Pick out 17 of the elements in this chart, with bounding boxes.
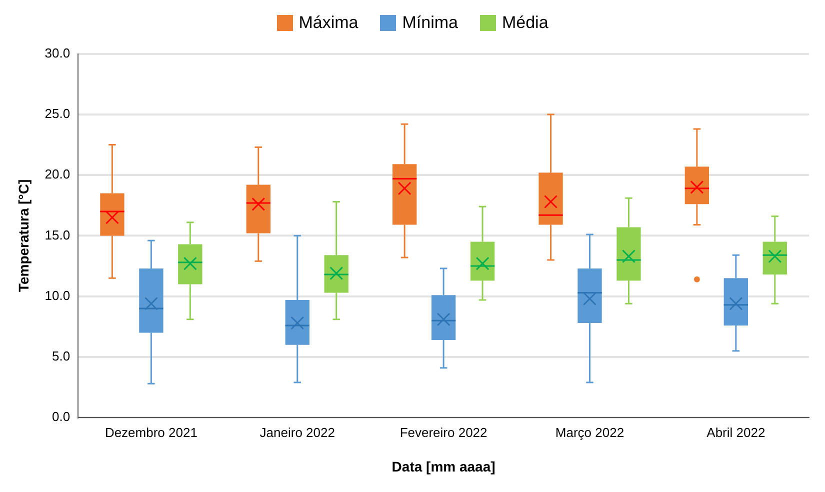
x-axis-title: Data [mm aaaa]: [392, 458, 496, 474]
y-tick-label: 15.0: [44, 227, 70, 242]
y-tick-label: 5.0: [52, 348, 70, 364]
y-tick-label: 30.0: [44, 45, 70, 60]
y-axis-title: Temperatura [°C]: [15, 179, 32, 292]
y-tick-label: 0.0: [52, 409, 70, 424]
y-tick-label: 20.0: [44, 166, 70, 182]
x-tick-label: Março 2022: [555, 424, 624, 440]
y-tick-label: 10.0: [44, 288, 70, 303]
x-tick-label: Abril 2022: [706, 424, 766, 440]
x-tick-label: Janeiro 2022: [260, 424, 335, 440]
x-tick-label: Fevereiro 2022: [400, 424, 488, 440]
y-tick-label: 25.0: [44, 106, 70, 122]
legend-label: Mínima: [402, 13, 458, 33]
legend-label: Média: [502, 13, 548, 33]
legend-label: Máxima: [298, 13, 358, 33]
x-tick-label: Dezembro 2021: [104, 424, 198, 440]
